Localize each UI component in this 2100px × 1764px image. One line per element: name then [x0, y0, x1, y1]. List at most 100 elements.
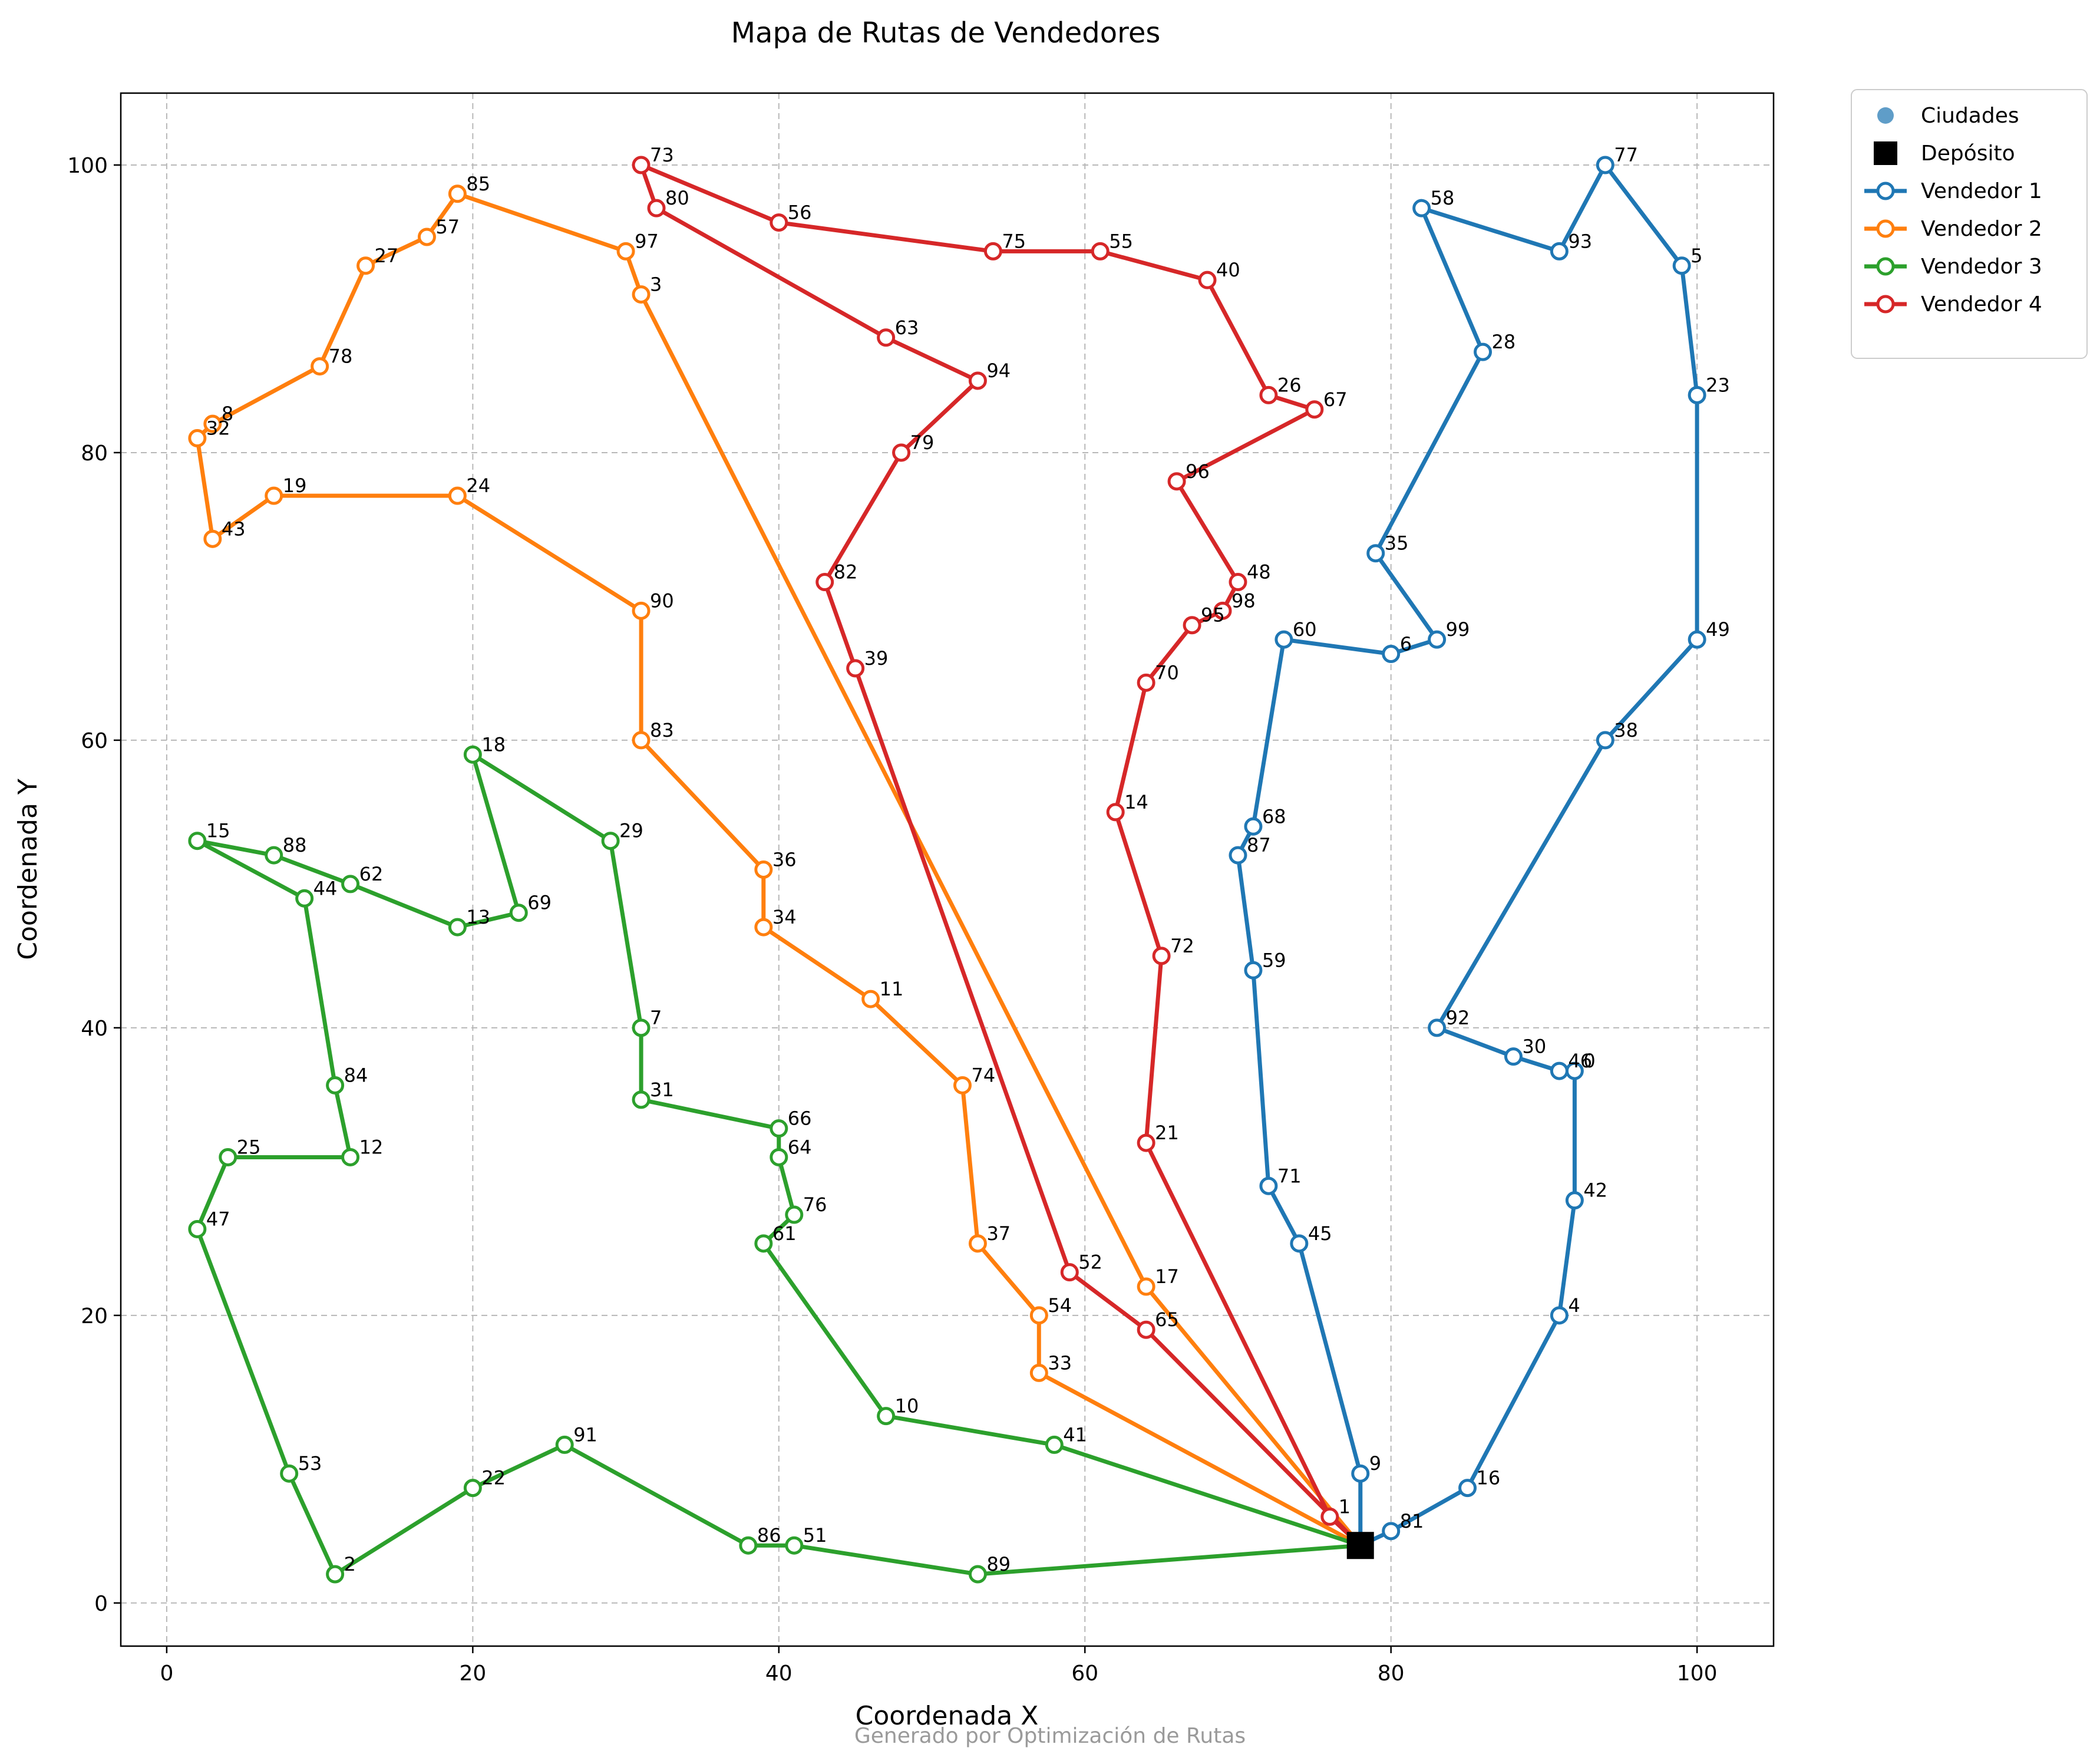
city-marker: [1458, 1479, 1477, 1498]
city-marker: [1366, 544, 1385, 563]
city-label: 27: [375, 245, 399, 267]
city-marker: [770, 1119, 788, 1138]
city-marker: [785, 1205, 804, 1224]
city-marker: [877, 1407, 896, 1426]
city-marker: [1474, 342, 1493, 361]
city-marker: [983, 242, 1002, 261]
x-tick-label: 40: [765, 1661, 793, 1686]
city-marker: [1137, 1277, 1155, 1296]
city-marker: [203, 529, 222, 548]
legend-label-series-2: Vendedor 2: [1921, 217, 2042, 241]
city-label: 41: [1063, 1423, 1087, 1446]
city-label: 98: [1231, 589, 1256, 612]
city-label: 63: [895, 316, 919, 339]
legend-swatch-marker-2: [1876, 219, 1895, 238]
city-marker: [341, 1148, 360, 1166]
city-marker: [815, 573, 834, 592]
city-marker: [754, 1234, 773, 1253]
city-label: 51: [803, 1524, 827, 1547]
city-marker: [1091, 242, 1110, 261]
city-marker: [1550, 1061, 1569, 1080]
city-marker: [1428, 630, 1447, 649]
city-marker: [265, 486, 283, 505]
city-label: 39: [864, 647, 889, 670]
city-label: 52: [1078, 1251, 1102, 1274]
city-labels: 8116442046309238492357793582835996606887…: [206, 144, 1730, 1575]
city-marker: [1688, 385, 1706, 404]
city-marker: [1382, 645, 1401, 664]
legend-label-cities: Ciudades: [1921, 104, 2019, 128]
city-marker: [509, 904, 528, 922]
legend-label-depot: Depósito: [1921, 141, 2015, 166]
city-label: 25: [237, 1136, 261, 1158]
y-tick-label: 40: [81, 1017, 108, 1041]
city-label: 15: [206, 820, 230, 842]
city-label: 92: [1446, 1007, 1470, 1029]
depot-marker: [1346, 1532, 1374, 1559]
city-marker: [770, 1148, 788, 1166]
city-label: 64: [788, 1136, 812, 1158]
city-label: 36: [772, 849, 797, 871]
city-label: 97: [635, 230, 659, 252]
city-marker: [754, 918, 773, 937]
city-label: 5: [1690, 245, 1702, 267]
city-label: 69: [527, 892, 552, 914]
city-marker: [1672, 256, 1691, 275]
city-marker: [1183, 616, 1201, 635]
city-marker: [616, 242, 635, 261]
city-marker: [1412, 199, 1431, 217]
city-marker: [1274, 630, 1293, 649]
city-marker: [326, 1565, 345, 1584]
city-marker: [1244, 961, 1263, 980]
city-marker: [1428, 1018, 1447, 1037]
city-label: 87: [1247, 834, 1271, 856]
city-label: 67: [1323, 388, 1348, 411]
city-label: 34: [772, 906, 797, 928]
city-label: 37: [986, 1222, 1011, 1245]
city-label: 75: [1002, 230, 1026, 252]
legend-swatch-marker-1: [1876, 182, 1895, 200]
city-label: 23: [1706, 374, 1730, 396]
y-tick-label: 100: [67, 154, 108, 178]
city-marker: [1550, 1306, 1569, 1325]
city-label: 90: [650, 589, 674, 612]
depot-marker-group: [1346, 1532, 1374, 1559]
y-tick-label: 20: [81, 1304, 108, 1328]
city-label: 47: [206, 1208, 230, 1230]
city-label: 91: [573, 1423, 597, 1446]
city-label: 4: [1568, 1294, 1580, 1317]
city-marker: [632, 601, 651, 620]
plot-background: [121, 93, 1774, 1646]
city-marker: [1382, 1522, 1401, 1541]
city-marker: [632, 156, 651, 174]
y-tick-label: 60: [81, 729, 108, 753]
city-label: 9: [1369, 1452, 1381, 1475]
city-marker: [1550, 242, 1569, 261]
city-label: 89: [986, 1553, 1011, 1575]
city-label: 81: [1400, 1510, 1424, 1532]
city-marker: [1320, 1507, 1339, 1526]
city-label: 65: [1155, 1308, 1179, 1331]
x-axis-label: Coordenada X: [856, 1701, 1039, 1731]
route-line-4: [639, 163, 1363, 1548]
city-markers: [188, 156, 1706, 1584]
city-marker: [1137, 1133, 1155, 1152]
city-marker: [555, 1435, 574, 1454]
route-line-1: [1236, 163, 1699, 1548]
city-marker: [188, 832, 207, 850]
city-marker: [1565, 1191, 1584, 1210]
city-marker: [1198, 271, 1217, 289]
city-marker: [265, 846, 283, 865]
city-label: 96: [1186, 460, 1210, 483]
city-marker: [632, 1090, 651, 1109]
city-marker: [968, 1565, 987, 1584]
city-marker: [1688, 630, 1706, 649]
city-label: 86: [757, 1524, 781, 1547]
city-marker: [770, 213, 788, 232]
city-marker: [311, 357, 329, 376]
city-label: 10: [895, 1395, 919, 1417]
city-label: 59: [1262, 949, 1286, 971]
city-marker: [1137, 673, 1155, 692]
city-marker: [463, 745, 482, 764]
city-label: 17: [1155, 1265, 1179, 1288]
